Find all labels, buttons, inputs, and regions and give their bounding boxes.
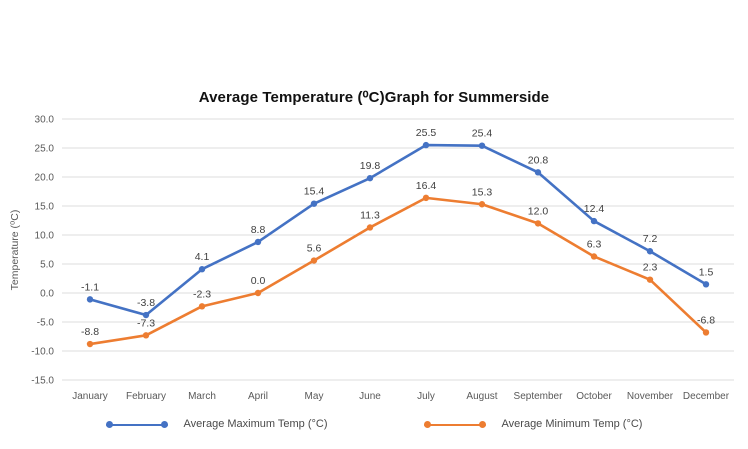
data-label: -2.3 bbox=[193, 288, 211, 300]
y-tick-label: 0.0 bbox=[40, 289, 54, 300]
data-point bbox=[646, 276, 654, 283]
data-label: 0.0 bbox=[251, 275, 266, 287]
x-tick-label: October bbox=[576, 391, 612, 402]
data-label: 15.3 bbox=[472, 186, 493, 198]
series-line bbox=[88, 143, 708, 317]
y-tick-label: 25.0 bbox=[35, 144, 55, 155]
legend-line-marker-icon bbox=[423, 421, 486, 428]
y-axis-title: Temperature (⁰C) bbox=[9, 210, 21, 291]
x-tick-label: April bbox=[248, 391, 268, 402]
x-tick-label: January bbox=[72, 391, 108, 402]
data-point bbox=[702, 281, 710, 288]
y-tick-label: 5.0 bbox=[40, 260, 54, 271]
data-label: -8.8 bbox=[81, 326, 99, 338]
x-tick-label: August bbox=[466, 391, 497, 402]
y-tick-label: -15.0 bbox=[31, 376, 54, 387]
x-tick-label: June bbox=[359, 391, 381, 402]
data-point bbox=[366, 224, 374, 231]
data-label: 25.5 bbox=[416, 127, 437, 139]
legend-dot-icon bbox=[478, 421, 486, 428]
data-point bbox=[478, 201, 486, 208]
data-label: -1.1 bbox=[81, 281, 99, 293]
data-point bbox=[254, 238, 262, 246]
data-point bbox=[422, 141, 430, 149]
data-point bbox=[534, 220, 542, 227]
data-label: 1.5 bbox=[699, 266, 714, 278]
data-label: 6.3 bbox=[587, 238, 602, 250]
data-point bbox=[534, 169, 542, 176]
data-point bbox=[86, 296, 94, 303]
series-line bbox=[88, 196, 708, 346]
data-label: 11.3 bbox=[360, 209, 380, 221]
x-tick-label: March bbox=[188, 391, 216, 402]
data-point bbox=[478, 142, 486, 149]
data-point bbox=[310, 257, 318, 264]
legend-label-max-temp: Average Maximum Temp (°C) bbox=[183, 418, 328, 430]
data-point bbox=[254, 289, 262, 297]
data-label: 16.4 bbox=[416, 180, 437, 192]
data-label: 20.8 bbox=[528, 154, 549, 166]
data-label: 2.3 bbox=[643, 262, 658, 274]
data-label: 7.2 bbox=[643, 233, 658, 245]
data-point bbox=[142, 311, 150, 319]
data-point bbox=[86, 340, 94, 348]
x-tick-label: May bbox=[305, 391, 324, 402]
data-label: 12.0 bbox=[528, 205, 549, 217]
data-label: 15.4 bbox=[304, 186, 325, 198]
data-point bbox=[310, 200, 318, 207]
y-tick-label: 20.0 bbox=[35, 173, 55, 184]
data-point bbox=[198, 266, 206, 273]
x-tick-label: February bbox=[126, 391, 166, 402]
data-point bbox=[590, 217, 598, 225]
legend-line bbox=[423, 423, 486, 426]
data-label: 4.1 bbox=[195, 251, 210, 263]
data-point bbox=[590, 253, 598, 260]
data-label: 8.8 bbox=[251, 224, 266, 236]
data-label: 12.4 bbox=[584, 203, 605, 215]
chart-legend: Average Maximum Temp (°C) Average Minimu… bbox=[0, 418, 748, 430]
data-label: 19.8 bbox=[360, 160, 381, 172]
data-point bbox=[366, 174, 374, 182]
data-label: 5.6 bbox=[307, 243, 322, 255]
x-tick-label: December bbox=[683, 391, 730, 402]
legend-dot-icon bbox=[160, 421, 168, 428]
x-tick-label: September bbox=[514, 391, 564, 402]
legend-dot-icon bbox=[423, 421, 431, 428]
legend-dot-icon bbox=[105, 421, 113, 428]
data-label: -6.8 bbox=[697, 314, 715, 326]
legend-line bbox=[105, 423, 168, 426]
legend-item-min-temp: Average Minimum Temp (°C) bbox=[423, 418, 643, 430]
y-tick-label: -10.0 bbox=[31, 347, 54, 358]
data-point bbox=[142, 332, 150, 339]
data-point bbox=[646, 248, 654, 255]
y-tick-label: 10.0 bbox=[35, 231, 55, 242]
data-point bbox=[702, 329, 710, 336]
y-tick-label: 15.0 bbox=[35, 202, 55, 213]
chart-title: Average Temperature (⁰C)Graph for Summer… bbox=[198, 89, 550, 106]
data-point bbox=[422, 194, 430, 202]
legend-item-max-temp: Average Maximum Temp (°C) bbox=[105, 418, 328, 430]
data-label: -7.3 bbox=[137, 317, 155, 329]
data-label: 25.4 bbox=[472, 128, 493, 140]
legend-line-marker-icon bbox=[105, 421, 168, 428]
y-tick-label: 30.0 bbox=[35, 115, 55, 126]
data-point bbox=[198, 303, 206, 310]
legend-label-min-temp: Average Minimum Temp (°C) bbox=[501, 418, 643, 430]
x-tick-label: November bbox=[627, 391, 674, 402]
x-tick-label: July bbox=[417, 391, 435, 402]
data-label: -3.8 bbox=[137, 297, 155, 309]
y-tick-label: -5.0 bbox=[37, 318, 55, 329]
